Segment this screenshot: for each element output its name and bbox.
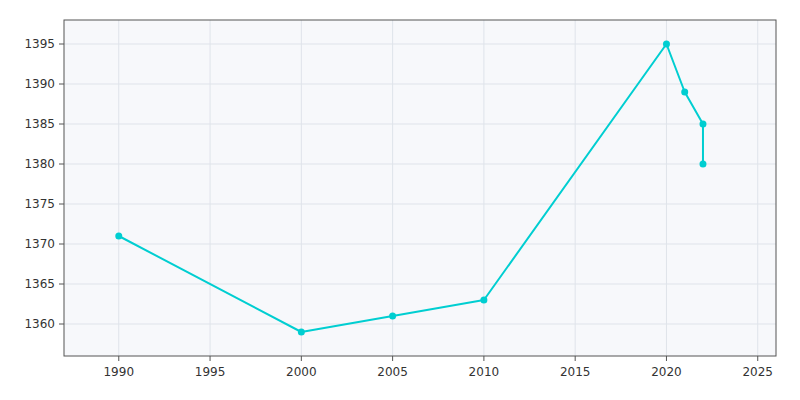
tick-label-y: 1360	[24, 317, 55, 331]
series-point	[663, 41, 670, 48]
tick-label-y: 1380	[24, 157, 55, 171]
grid-line-x	[575, 20, 576, 356]
series-point	[681, 89, 688, 96]
grid-line-y	[64, 204, 776, 205]
grid-line-y	[64, 284, 776, 285]
series-point	[115, 233, 122, 240]
series-point	[699, 161, 706, 168]
grid-line-x	[757, 20, 758, 356]
grid-line-x	[210, 20, 211, 356]
grid-line-y	[64, 124, 776, 125]
grid-line-y	[64, 84, 776, 85]
tick-label-y: 1375	[24, 197, 55, 211]
tick-label-x: 2025	[742, 365, 773, 379]
tick-label-x: 2015	[560, 365, 591, 379]
tick-label-y: 1365	[24, 277, 55, 291]
tick-mark-y	[59, 164, 64, 165]
tick-mark-x	[301, 356, 302, 361]
tick-label-y: 1395	[24, 37, 55, 51]
axes: 1990 1995 2000 2005 2010 2015 2020 2025 1360 1365…	[24, 20, 776, 379]
tick-label-x: 2005	[377, 365, 408, 379]
series	[115, 41, 706, 336]
tick-label-y: 1370	[24, 237, 55, 251]
grid-line-y	[64, 324, 776, 325]
tick-label-y: 1385	[24, 117, 55, 131]
tick-mark-y	[59, 84, 64, 85]
chart: 1990 1995 2000 2005 2010 2015 2020 2025 1360 1365…	[0, 0, 800, 400]
tick-mark-y	[59, 284, 64, 285]
grid-line-y	[64, 244, 776, 245]
grid-line-x	[483, 20, 484, 356]
tick-label-x: 2000	[286, 365, 317, 379]
series-point	[389, 313, 396, 320]
tick-label-x: 2010	[469, 365, 500, 379]
series-point	[699, 121, 706, 128]
chart-container: 1990 1995 2000 2005 2010 2015 2020 2025 1360 1365…	[0, 0, 800, 400]
plot-frame	[64, 20, 776, 356]
grid-line-x	[666, 20, 667, 356]
tick-mark-y	[59, 324, 64, 325]
tick-mark-y	[59, 244, 64, 245]
tick-mark-x	[757, 356, 758, 361]
grid	[64, 20, 776, 356]
tick-label-x: 2020	[651, 365, 682, 379]
tick-label-y: 1390	[24, 77, 55, 91]
grid-line-x	[301, 20, 302, 356]
tick-mark-x	[210, 356, 211, 361]
series-point	[480, 297, 487, 304]
series-line	[119, 44, 703, 332]
tick-label-x: 1995	[195, 365, 226, 379]
tick-mark-x	[666, 356, 667, 361]
tick-mark-y	[59, 124, 64, 125]
tick-mark-x	[575, 356, 576, 361]
tick-mark-y	[59, 44, 64, 45]
tick-mark-x	[118, 356, 119, 361]
grid-line-x	[392, 20, 393, 356]
tick-label-x: 1990	[103, 365, 134, 379]
grid-line-x	[118, 20, 119, 356]
tick-mark-x	[483, 356, 484, 361]
tick-mark-x	[392, 356, 393, 361]
series-point	[298, 329, 305, 336]
tick-mark-y	[59, 204, 64, 205]
plot-background	[64, 20, 776, 356]
grid-line-y	[64, 164, 776, 165]
